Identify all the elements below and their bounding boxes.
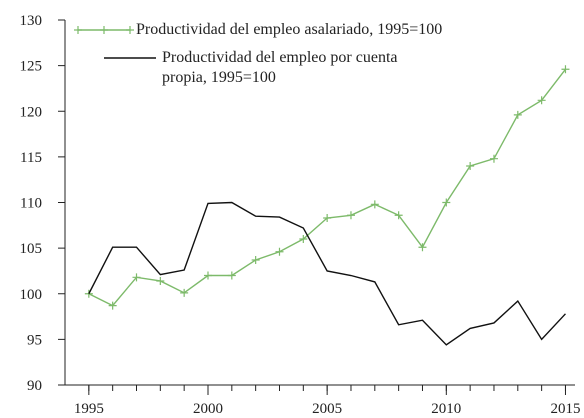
point-marker [180,288,189,297]
x-tick-label: 2015 [550,401,580,417]
point-marker [466,162,475,170]
point-marker [370,200,379,209]
x-tick-label: 2010 [431,401,461,417]
y-tick-label: 120 [20,104,43,120]
y-tick-label: 115 [20,150,42,166]
x-tick-label: 2000 [193,401,223,417]
point-marker [203,271,212,280]
y-tick-label: 110 [20,196,42,212]
legend-marker [126,26,134,34]
point-marker [275,247,284,256]
point-marker [156,276,165,285]
y-tick-label: 90 [27,378,42,394]
point-marker [108,301,117,310]
legend-marker [100,26,108,34]
point-marker [537,96,546,105]
point-marker [442,198,451,207]
point-marker [227,271,236,280]
y-tick-label: 130 [20,13,43,29]
point-marker [561,65,570,74]
legend-marker [74,26,82,34]
x-tick-label: 1995 [74,401,104,417]
point-marker [323,214,332,223]
series-line [88,201,566,346]
y-tick-label: 125 [20,59,43,75]
x-tick-label: 2005 [312,401,342,417]
y-tick-label: 95 [27,332,42,348]
y-tick-label: 105 [20,241,43,257]
point-marker [394,211,403,220]
point-marker [513,110,522,119]
legend-label: Productividad del empleo por cuenta prop… [162,49,398,86]
point-marker [299,235,308,243]
point-marker [418,243,427,252]
legend-label: Productividad del empleo asalariado, 199… [136,21,443,38]
point-marker [132,273,141,282]
point-marker [346,211,355,220]
point-marker [251,255,260,264]
point-marker [489,154,498,163]
y-tick-label: 100 [20,287,43,303]
